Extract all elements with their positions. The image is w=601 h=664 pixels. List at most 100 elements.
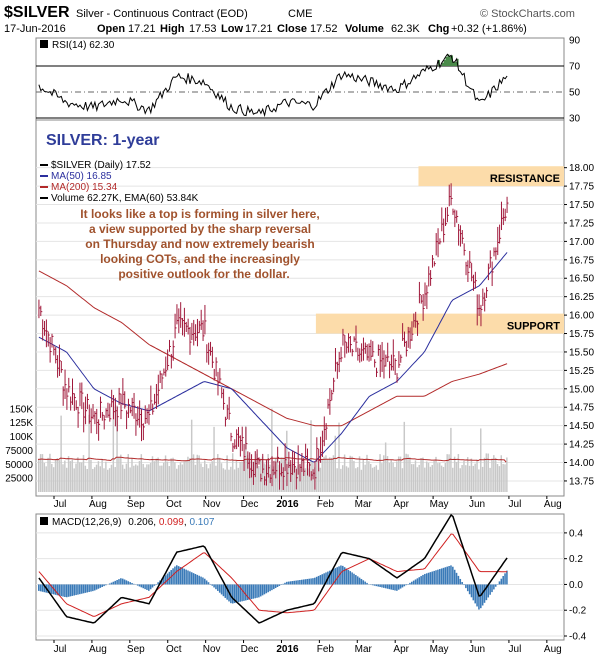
volume-bar: [500, 455, 503, 492]
macd-hist-bar: [448, 566, 450, 585]
volume-bar: [86, 468, 88, 492]
volume-bar: [108, 468, 111, 492]
volume-bar: [166, 461, 169, 492]
volume-bar: [120, 454, 122, 492]
macd-hist-bar: [358, 577, 361, 585]
macd-hist-bar: [463, 584, 465, 586]
volume-bar: [319, 467, 322, 492]
macd-hist-bar: [478, 584, 480, 610]
volume-bar: [384, 442, 387, 492]
price-legend-item: Volume 62.27K, EMA(60) 53.84K: [51, 193, 199, 204]
volume-bar: [185, 460, 187, 492]
volume-bar: [164, 455, 167, 492]
annotation-line: positive outlook for the dollar.: [118, 267, 289, 281]
month-label: Jul: [54, 499, 67, 510]
volume-bar: [276, 456, 279, 492]
volume-bar: [459, 468, 461, 492]
quote-date: 17-Jun-2016: [4, 23, 66, 35]
resistance-label: RESISTANCE: [490, 173, 560, 185]
volume-bar: [176, 468, 178, 492]
low-label: Low: [221, 23, 243, 35]
price-tick-label: 16.75: [569, 255, 594, 266]
chart-big-title: SILVER: 1-year: [46, 132, 160, 149]
macd-hist-bar: [194, 573, 197, 585]
volume-bar: [465, 465, 467, 492]
rsi-tick-label: 90: [569, 36, 581, 47]
volume-tick-label: 50000: [5, 460, 33, 471]
macd-hist-bar: [468, 584, 471, 595]
chart-header: $SILVER Silver - Continuous Contract (EO…: [4, 4, 575, 35]
volume-bars: [38, 405, 508, 492]
month-label: Feb: [317, 644, 335, 655]
volume-bar: [196, 454, 198, 492]
macd-hist-bar: [405, 584, 407, 586]
volume-bar: [409, 457, 411, 492]
volume-bar: [489, 467, 491, 492]
macd-hist-bar: [190, 572, 193, 585]
macd-hist-bar: [93, 584, 96, 591]
volume-bar: [336, 468, 338, 492]
macd-hist-bar: [73, 584, 76, 596]
volume-bar: [435, 456, 437, 492]
volume-bar: [129, 467, 131, 492]
volume-bar: [41, 454, 44, 492]
volume-bar: [43, 462, 46, 492]
volume-bar: [189, 458, 191, 492]
macd-x-axis: Jul Aug Sep Oct Nov Dec 2016 Feb Mar Apr May Jun Jul…: [53, 640, 562, 655]
high-value: 17.53: [189, 23, 217, 35]
macd-hist-bar: [493, 584, 495, 590]
volume-bar: [133, 465, 135, 492]
volume-bar: [377, 469, 379, 492]
chg-value: +0.32 (+1.86%): [451, 23, 527, 35]
macd-hist-bar: [248, 584, 251, 600]
volume-bar: [340, 468, 342, 492]
macd-hist-bar: [291, 581, 294, 585]
macd-hist-bar: [56, 584, 59, 596]
month-label: 2016: [276, 499, 299, 510]
volume-bar: [455, 462, 458, 492]
macd-tick-label: 0.2: [569, 554, 583, 565]
macd-hist-bar: [282, 583, 284, 585]
volume-bar: [284, 459, 286, 492]
volume-bar: [121, 464, 124, 492]
macd-hist-bar: [231, 584, 234, 604]
volume-bar: [433, 460, 435, 492]
macd-hist-bar: [355, 575, 357, 585]
macd-hist-bar: [304, 579, 307, 585]
macd-hist-bar: [300, 579, 303, 585]
volume-bar: [125, 463, 128, 492]
annotation-line: It looks like a top is forming in silver…: [80, 207, 319, 221]
macd-hist-bar: [375, 584, 378, 587]
month-label: Nov: [203, 499, 221, 510]
macd-hist-bar: [120, 578, 122, 585]
volume-bar: [485, 453, 488, 492]
macd-hist-bar: [299, 580, 301, 585]
macd-hist-bar: [461, 582, 463, 585]
volume-bar: [56, 458, 59, 492]
price-tick-label: 17.50: [569, 200, 594, 211]
volume-bar: [405, 453, 407, 492]
macd-hist-bar: [92, 584, 94, 592]
price-legend-item: $SILVER (Daily) 17.52: [51, 160, 151, 171]
volume-bar: [383, 455, 385, 492]
macd-hist-bar: [153, 584, 156, 586]
macd-hist-bar: [466, 584, 469, 592]
macd-hist-bar: [65, 584, 68, 598]
macd-hist-bar: [321, 574, 324, 585]
volume-bar: [273, 466, 275, 492]
volume-bar: [136, 465, 139, 492]
macd-hist-bar: [498, 581, 501, 585]
volume-bar: [442, 466, 445, 492]
macd-hist-bar: [261, 584, 264, 596]
macd-hist-bar: [429, 572, 432, 585]
macd-hist-bar: [286, 581, 288, 585]
macd-hist-bar: [411, 581, 413, 585]
macd-hist-bar: [58, 584, 61, 596]
exchange: CME: [288, 8, 312, 20]
macd-line: [38, 513, 508, 624]
price-tick-label: 13.75: [569, 476, 594, 487]
macd-hist-bar: [176, 565, 178, 585]
volume-bar: [437, 463, 439, 492]
macd-hist-bar: [125, 580, 128, 585]
volume-bar: [317, 461, 320, 492]
